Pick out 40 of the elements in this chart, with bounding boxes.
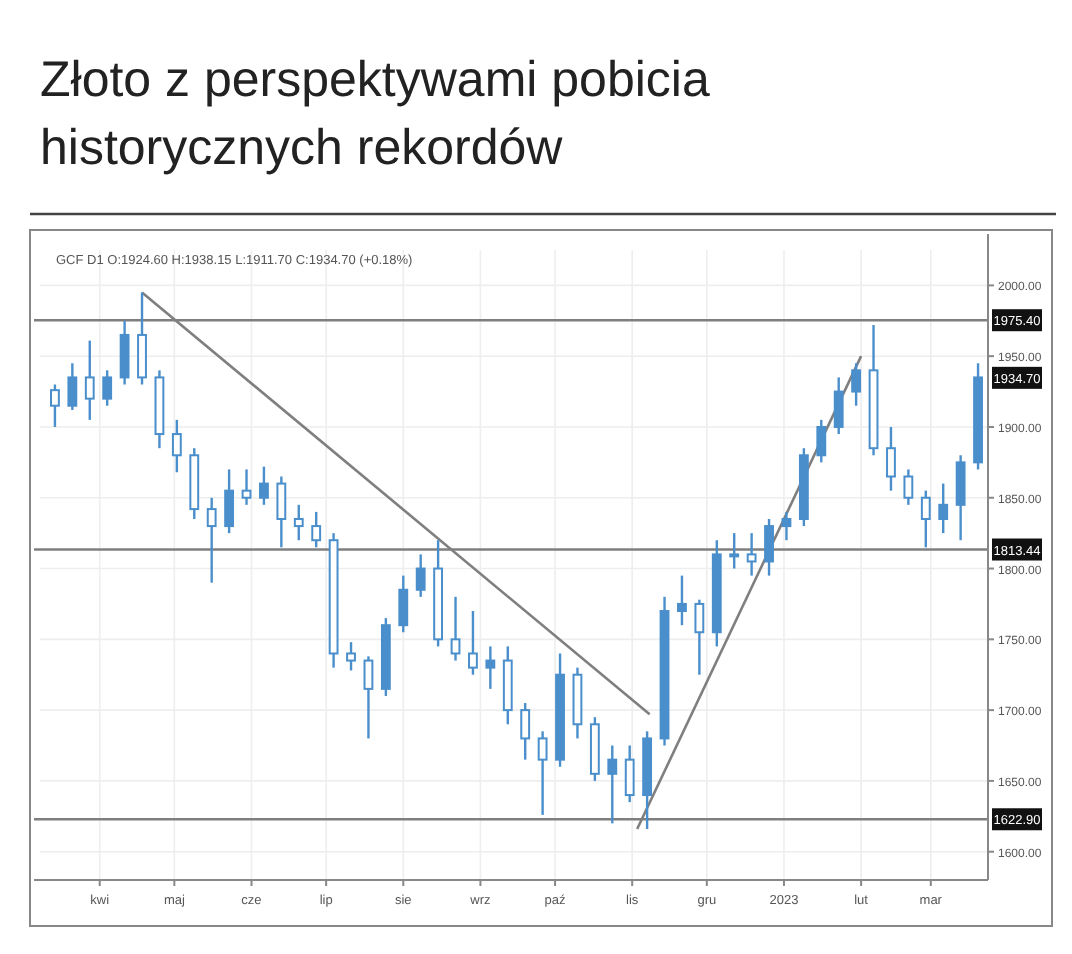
candlestick xyxy=(67,362,78,412)
candlestick xyxy=(729,531,740,570)
candlestick xyxy=(171,418,182,474)
candlestick xyxy=(485,645,496,691)
candlestick xyxy=(415,553,426,599)
candlestick xyxy=(119,319,130,386)
candlestick xyxy=(241,468,252,507)
candlestick xyxy=(624,744,635,804)
candlestick xyxy=(816,418,827,464)
candlestick xyxy=(293,503,304,542)
candlestick xyxy=(886,425,896,492)
candlestick xyxy=(920,489,931,549)
candlestick xyxy=(50,383,60,429)
candlestick xyxy=(84,339,95,422)
candlestick xyxy=(311,510,322,549)
candlestick xyxy=(224,468,235,535)
candlestick xyxy=(468,609,478,676)
candlestick xyxy=(677,574,687,627)
candlestick xyxy=(102,369,113,407)
candlestick xyxy=(537,730,548,817)
candlestick xyxy=(520,701,531,761)
candlestick xyxy=(764,517,774,577)
candlestick xyxy=(903,468,914,507)
candlestick xyxy=(955,454,966,542)
candlestick xyxy=(206,496,217,584)
candlestick xyxy=(607,744,618,825)
candlestick xyxy=(137,291,147,386)
candlestick xyxy=(833,376,844,436)
candlestick xyxy=(276,475,287,549)
candlestick xyxy=(781,510,792,542)
candlestick xyxy=(694,598,705,676)
candlestick xyxy=(398,574,409,634)
chart-title: Złoto z perspektywami pobicia historycznych rekordów xyxy=(40,52,710,176)
candlestick xyxy=(259,465,269,507)
candlestick xyxy=(746,531,757,577)
candlestick xyxy=(938,482,949,535)
candlestick xyxy=(363,655,374,740)
candlestick xyxy=(851,362,862,407)
candlestick xyxy=(450,595,461,662)
candlestick xyxy=(346,640,356,672)
